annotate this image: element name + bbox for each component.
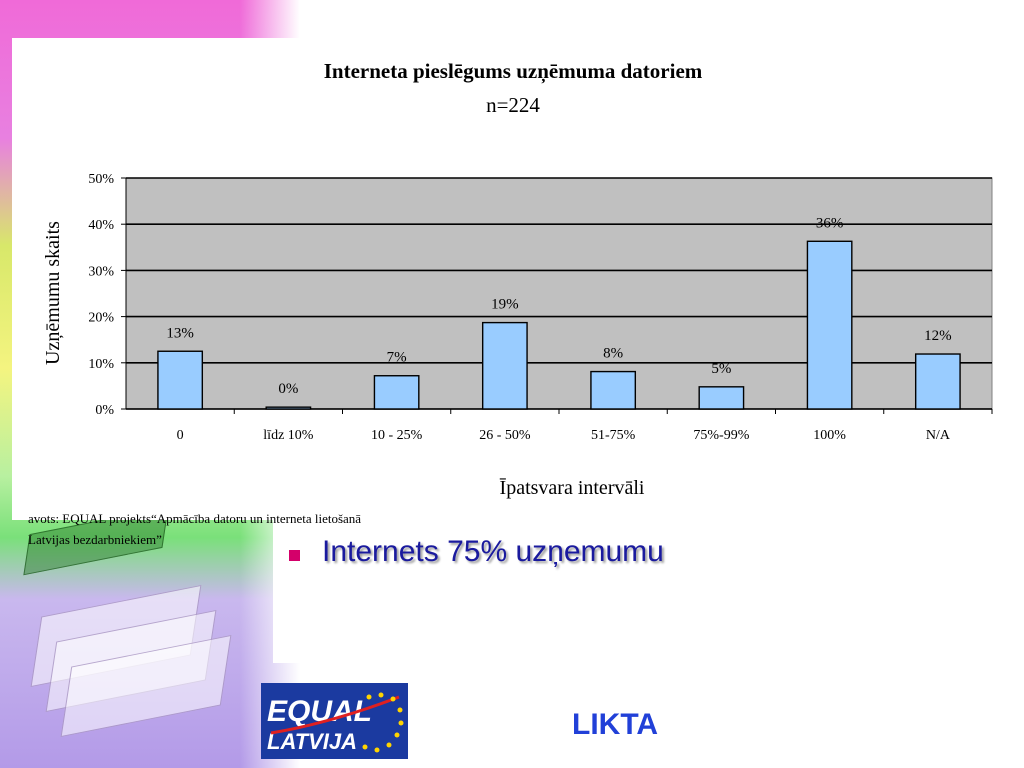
data-label: 19% — [491, 297, 519, 313]
equal-latvija-logo: EQUAL LATVIJA — [261, 683, 408, 759]
x-axis-label: Īpatsvara intervāli — [500, 477, 645, 499]
chart-title: Interneta pieslēgums uzņēmuma datoriem — [324, 59, 703, 84]
bullet-text: Internets 75% uzņemumu — [322, 535, 664, 568]
data-label: 12% — [924, 328, 952, 344]
x-tick-label: N/A — [926, 428, 951, 443]
bullet-marker — [289, 550, 300, 561]
x-tick-label: 10 - 25% — [371, 428, 423, 443]
x-tick-label: 0 — [177, 428, 184, 443]
plot-area — [125, 177, 993, 410]
y-axis-label: Uzņēmumu skaits — [42, 221, 64, 365]
bar — [698, 386, 745, 410]
x-tick-label: 75%-99% — [693, 428, 749, 443]
bar — [265, 406, 312, 410]
data-label: 0% — [278, 381, 298, 397]
y-tick-label: 40% — [88, 218, 114, 233]
data-label: 36% — [816, 215, 844, 231]
y-tick-label: 50% — [88, 172, 114, 187]
bullet-box — [273, 520, 733, 663]
y-tick-label: 30% — [88, 264, 114, 279]
x-tick-label: 51-75% — [591, 428, 636, 443]
bar — [914, 353, 961, 410]
logo-text-line2: LATVIJA — [267, 729, 357, 754]
chart-panel: Interneta pieslēgums uzņēmuma datoriem n… — [12, 38, 1020, 547]
x-tick-label: 26 - 50% — [479, 428, 531, 443]
bar-chart: Interneta pieslēgums uzņēmuma datoriem n… — [42, 59, 993, 499]
bar — [157, 350, 204, 410]
bar — [806, 240, 853, 410]
bar — [481, 321, 528, 410]
bar — [373, 375, 420, 410]
bar — [590, 370, 637, 410]
x-tick-label: 100% — [813, 428, 846, 443]
data-label: 13% — [166, 325, 194, 341]
data-label: 7% — [387, 350, 407, 366]
data-label: 5% — [711, 361, 731, 377]
chart-subtitle: n=224 — [486, 93, 540, 117]
y-tick-label: 20% — [88, 311, 114, 326]
y-tick-label: 10% — [88, 357, 114, 372]
logo-swoosh — [270, 695, 400, 735]
eu-stars-icon — [362, 692, 404, 753]
x-tick-label: līdz 10% — [263, 428, 313, 443]
data-label: 8% — [603, 346, 623, 362]
footer-org-name: LIKTA — [572, 708, 659, 741]
y-tick-label: 0% — [95, 403, 114, 418]
source-note: avots: EQUAL projekts“Apmācība datoru un… — [28, 511, 362, 547]
